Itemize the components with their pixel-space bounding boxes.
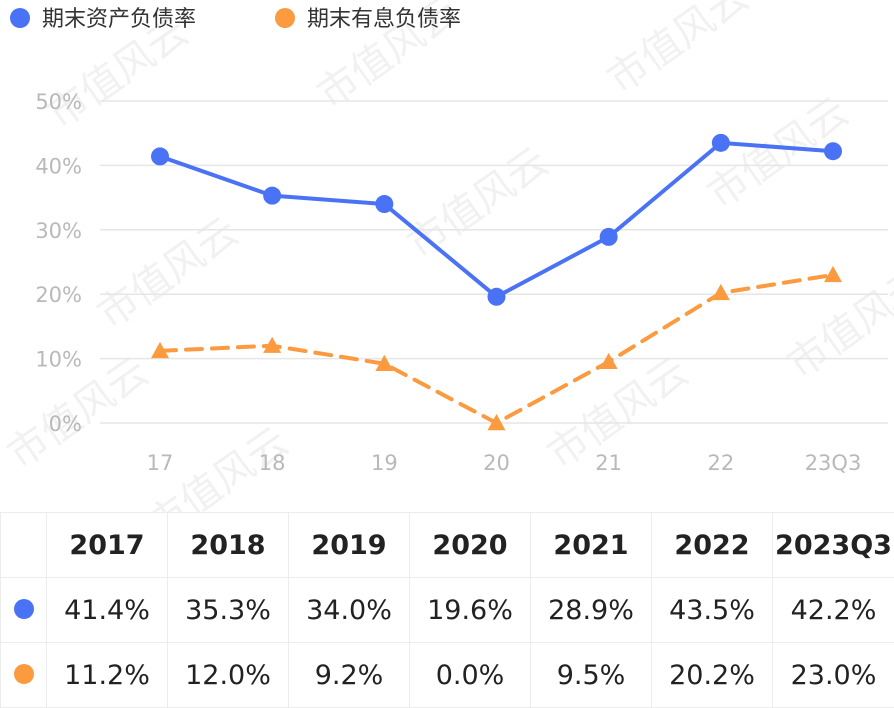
data-point <box>488 414 506 430</box>
data-point <box>375 195 393 213</box>
x-tick-label: 23Q3 <box>805 451 862 475</box>
table-header-cell: 2019 <box>289 513 410 578</box>
table-row-series1: 41.4% 35.3% 34.0% 19.6% 28.9% 43.5% 42.2… <box>1 578 894 643</box>
data-point <box>600 353 618 369</box>
y-tick-label: 50% <box>35 90 82 114</box>
table-header-cell: 2017 <box>47 513 168 578</box>
table-cell: 43.5% <box>652 578 773 643</box>
data-table: 2017 2018 2019 2020 2021 2022 2023Q3 41.… <box>0 512 894 708</box>
x-tick-label: 17 <box>147 451 174 475</box>
y-tick-label: 10% <box>35 348 82 372</box>
y-tick-label: 30% <box>35 219 82 243</box>
table-cell: 35.3% <box>168 578 289 643</box>
series1-dot-icon <box>14 599 34 619</box>
table-cell: 11.2% <box>47 643 168 708</box>
data-point <box>263 187 281 205</box>
table-cell: 28.9% <box>531 578 652 643</box>
table-header-corner <box>1 513 47 578</box>
y-axis: 0% 10% 20% 30% 40% 50% <box>35 90 82 436</box>
y-tick-label: 0% <box>49 412 82 436</box>
y-tick-label: 20% <box>35 283 82 307</box>
table-cell: 9.2% <box>289 643 410 708</box>
table-header-cell: 2020 <box>410 513 531 578</box>
table-header-cell: 2021 <box>531 513 652 578</box>
table-cell: 34.0% <box>289 578 410 643</box>
table-cell: 19.6% <box>410 578 531 643</box>
legend: 期末资产负债率 期末有息负债率 <box>10 7 461 32</box>
legend-label-series1: 期末资产负债率 <box>42 7 196 32</box>
line-chart: 市值风云市值风云市值风云市值风云市值风云市值风云市值风云市值风云市值风云市值风云… <box>0 0 894 512</box>
x-tick-label: 21 <box>595 451 622 475</box>
data-point <box>824 266 842 282</box>
x-tick-label: 18 <box>259 451 286 475</box>
x-tick-label: 20 <box>483 451 510 475</box>
data-point <box>824 142 842 160</box>
data-point <box>600 228 618 246</box>
data-point <box>712 284 730 300</box>
y-tick-label: 40% <box>35 154 82 178</box>
legend-label-series2: 期末有息负债率 <box>307 7 461 32</box>
data-point <box>488 288 506 306</box>
table-cell: 0.0% <box>410 643 531 708</box>
legend-dot-series2 <box>275 8 295 28</box>
table-header-cell: 2022 <box>652 513 773 578</box>
table-cell: 23.0% <box>773 643 894 708</box>
table-header-row: 2017 2018 2019 2020 2021 2022 2023Q3 <box>1 513 894 578</box>
table-header-cell: 2023Q3 <box>773 513 894 578</box>
table-header-cell: 2018 <box>168 513 289 578</box>
table-cell: 20.2% <box>652 643 773 708</box>
series2-marker-cell <box>1 643 47 708</box>
table-cell: 41.4% <box>47 578 168 643</box>
series2-dot-icon <box>14 664 34 684</box>
table-cell: 12.0% <box>168 643 289 708</box>
table-cell: 42.2% <box>773 578 894 643</box>
watermark-text: 市值风云 <box>399 139 556 268</box>
table-row-series2: 11.2% 12.0% 9.2% 0.0% 9.5% 20.2% 23.0% <box>1 643 894 708</box>
watermark-text: 市值风云 <box>89 209 246 338</box>
legend-dot-series1 <box>10 8 30 28</box>
table-cell: 9.5% <box>531 643 652 708</box>
data-point <box>151 147 169 165</box>
x-tick-label: 22 <box>707 451 734 475</box>
x-tick-label: 19 <box>371 451 398 475</box>
series1-marker-cell <box>1 578 47 643</box>
watermark-text: 市值风云 <box>599 0 756 103</box>
data-point <box>712 134 730 152</box>
